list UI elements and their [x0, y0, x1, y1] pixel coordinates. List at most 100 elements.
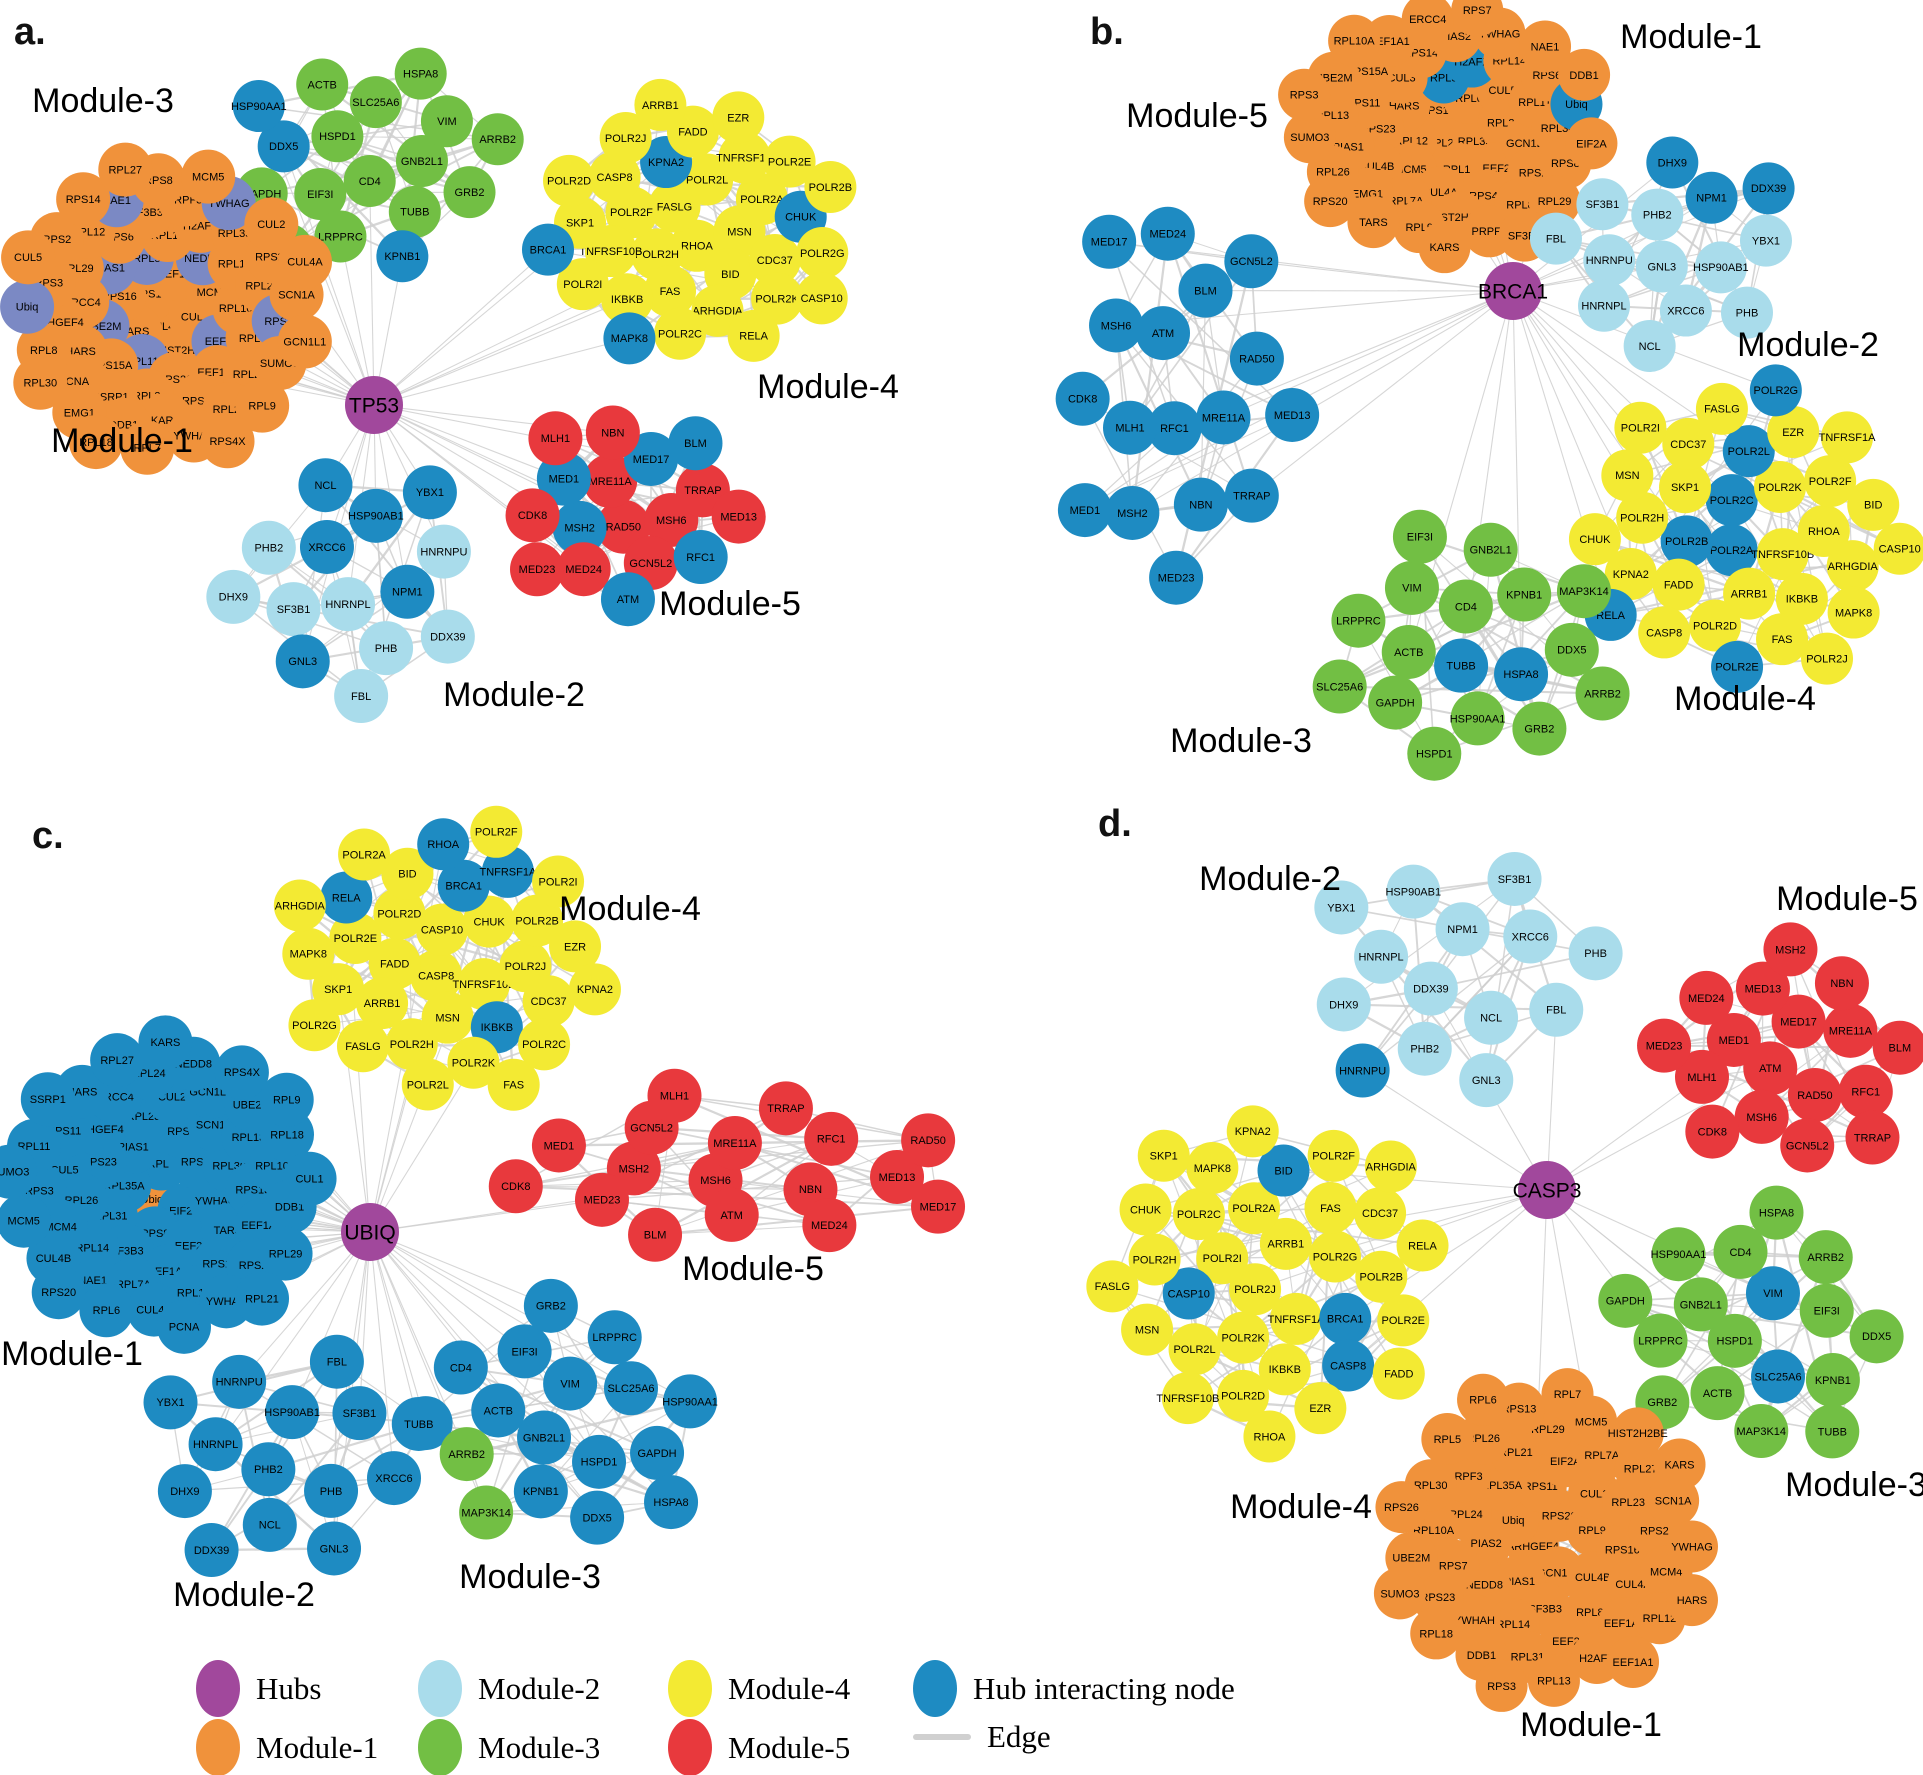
node-TUBB[interactable]	[391, 1396, 446, 1451]
node-HNRNPL[interactable]	[1578, 279, 1631, 332]
node-HARS[interactable]	[1665, 1574, 1718, 1627]
node-HSPA8[interactable]	[1494, 647, 1549, 702]
node-PHB[interactable]	[304, 1463, 359, 1518]
node-XRCC6[interactable]	[1659, 284, 1712, 337]
node-CDC37[interactable]	[748, 234, 801, 287]
node-POLR2D[interactable]	[1689, 599, 1742, 652]
node-EZR[interactable]	[1767, 405, 1820, 458]
node-RPS26[interactable]	[1375, 1481, 1428, 1534]
node-SUMO3[interactable]	[0, 1144, 37, 1199]
node-MED23[interactable]	[574, 1172, 629, 1227]
node-HNRNPL[interactable]	[188, 1417, 243, 1472]
hub-node-TP53[interactable]	[345, 376, 403, 434]
node-MRE11A[interactable]	[1196, 390, 1251, 445]
node-FBL[interactable]	[309, 1334, 364, 1389]
node-RPS7[interactable]	[1451, 0, 1504, 37]
node-CASP10[interactable]	[1162, 1267, 1215, 1320]
node-GRB2[interactable]	[523, 1278, 578, 1333]
node-RPL29[interactable]	[1528, 175, 1581, 228]
node-GNL3[interactable]	[1459, 1053, 1514, 1108]
node-MRE11A[interactable]	[707, 1115, 762, 1170]
node-CASP10[interactable]	[1873, 522, 1923, 575]
node-POLR2C[interactable]	[654, 307, 707, 360]
node-RPL18[interactable]	[1410, 1607, 1463, 1660]
node-CDC37[interactable]	[1354, 1187, 1407, 1240]
node-PCNA[interactable]	[157, 1299, 212, 1354]
node-NBN[interactable]	[1814, 956, 1869, 1011]
node-FAS[interactable]	[1756, 613, 1809, 666]
node-DDB1[interactable]	[1558, 48, 1611, 101]
node-HSP90AB1[interactable]	[1386, 864, 1441, 919]
node-HNRNPU[interactable]	[212, 1354, 267, 1409]
node-ARRB1[interactable]	[1259, 1217, 1312, 1270]
node-ARRB2[interactable]	[1798, 1230, 1853, 1285]
node-BID[interactable]	[381, 847, 434, 900]
node-POLR2L[interactable]	[1722, 425, 1775, 478]
node-ARRB1[interactable]	[356, 977, 409, 1030]
node-IKBKB[interactable]	[601, 273, 654, 326]
node-MED17[interactable]	[1771, 994, 1826, 1049]
node-CASP8[interactable]	[1638, 606, 1691, 659]
node-POLR2E[interactable]	[329, 911, 382, 964]
node-MED23[interactable]	[1149, 550, 1204, 605]
node-TARS[interactable]	[1347, 196, 1400, 249]
node-CHUK[interactable]	[1119, 1183, 1172, 1236]
node-HSPD1[interactable]	[1407, 726, 1462, 781]
node-PHB[interactable]	[359, 621, 414, 676]
node-POLR2B[interactable]	[1660, 515, 1713, 568]
node-XRCC6[interactable]	[1503, 909, 1558, 964]
node-RPS3[interactable]	[1475, 1659, 1528, 1712]
node-KPNB1[interactable]	[1497, 567, 1552, 622]
node-RPS20[interactable]	[1304, 175, 1357, 228]
node-POLR2A[interactable]	[338, 828, 391, 881]
node-MED17[interactable]	[1082, 214, 1137, 269]
node-DDX5[interactable]	[1544, 622, 1599, 677]
node-KARS[interactable]	[1418, 221, 1471, 274]
node-HSPD1[interactable]	[1707, 1313, 1762, 1368]
node-CDK8[interactable]	[505, 488, 560, 543]
node-HSPA8[interactable]	[1749, 1185, 1804, 1240]
node-GNL3[interactable]	[1635, 240, 1688, 293]
node-GNB2L1[interactable]	[1673, 1277, 1728, 1332]
node-POLR2H[interactable]	[1128, 1233, 1181, 1286]
node-PHB[interactable]	[1568, 926, 1623, 981]
node-HIST2H2BE[interactable]	[1611, 1407, 1664, 1460]
node-HNRNPL[interactable]	[321, 577, 376, 632]
node-POLR2B[interactable]	[1355, 1250, 1408, 1303]
node-RPL9[interactable]	[235, 378, 290, 433]
node-RPL9[interactable]	[259, 1072, 314, 1127]
node-MSN[interactable]	[1601, 449, 1654, 502]
node-ATM[interactable]	[600, 572, 655, 627]
node-TNFRSF1A[interactable]	[1821, 411, 1874, 464]
node-NPM1[interactable]	[380, 564, 435, 619]
node-GCN5L2[interactable]	[1780, 1118, 1835, 1173]
node-GAPDH[interactable]	[630, 1425, 685, 1480]
node-RPL7[interactable]	[1541, 1368, 1594, 1421]
node-SLC25A6[interactable]	[1312, 659, 1367, 714]
node-VIM[interactable]	[1384, 560, 1439, 615]
node-PHB2[interactable]	[241, 520, 296, 575]
node-TRRAP[interactable]	[1845, 1110, 1900, 1165]
node-RPL27[interactable]	[90, 1033, 145, 1088]
node-POLR2F[interactable]	[470, 805, 523, 858]
node-CDK8[interactable]	[488, 1159, 543, 1214]
node-VIM[interactable]	[1745, 1266, 1800, 1321]
node-CASP8[interactable]	[410, 949, 463, 1002]
node-RHOA[interactable]	[1797, 504, 1850, 557]
node-NBN[interactable]	[585, 405, 640, 460]
node-RPL6[interactable]	[1457, 1373, 1510, 1426]
node-PHB2[interactable]	[241, 1442, 296, 1497]
node-GRB2[interactable]	[1512, 701, 1567, 756]
node-MED23[interactable]	[1637, 1018, 1692, 1073]
node-IKBKB[interactable]	[1775, 572, 1828, 625]
node-FBL[interactable]	[334, 669, 389, 724]
node-MED1[interactable]	[1057, 483, 1112, 538]
node-MCM5[interactable]	[181, 149, 236, 204]
node-RFC1[interactable]	[673, 530, 728, 585]
node-POLR2G[interactable]	[796, 227, 849, 280]
node-MED24[interactable]	[556, 542, 611, 597]
node-RPL7[interactable]	[120, 420, 175, 475]
node-FBL[interactable]	[1529, 982, 1584, 1037]
node-ARHGDIA[interactable]	[1364, 1140, 1417, 1193]
node-ARRB2[interactable]	[1575, 666, 1630, 721]
